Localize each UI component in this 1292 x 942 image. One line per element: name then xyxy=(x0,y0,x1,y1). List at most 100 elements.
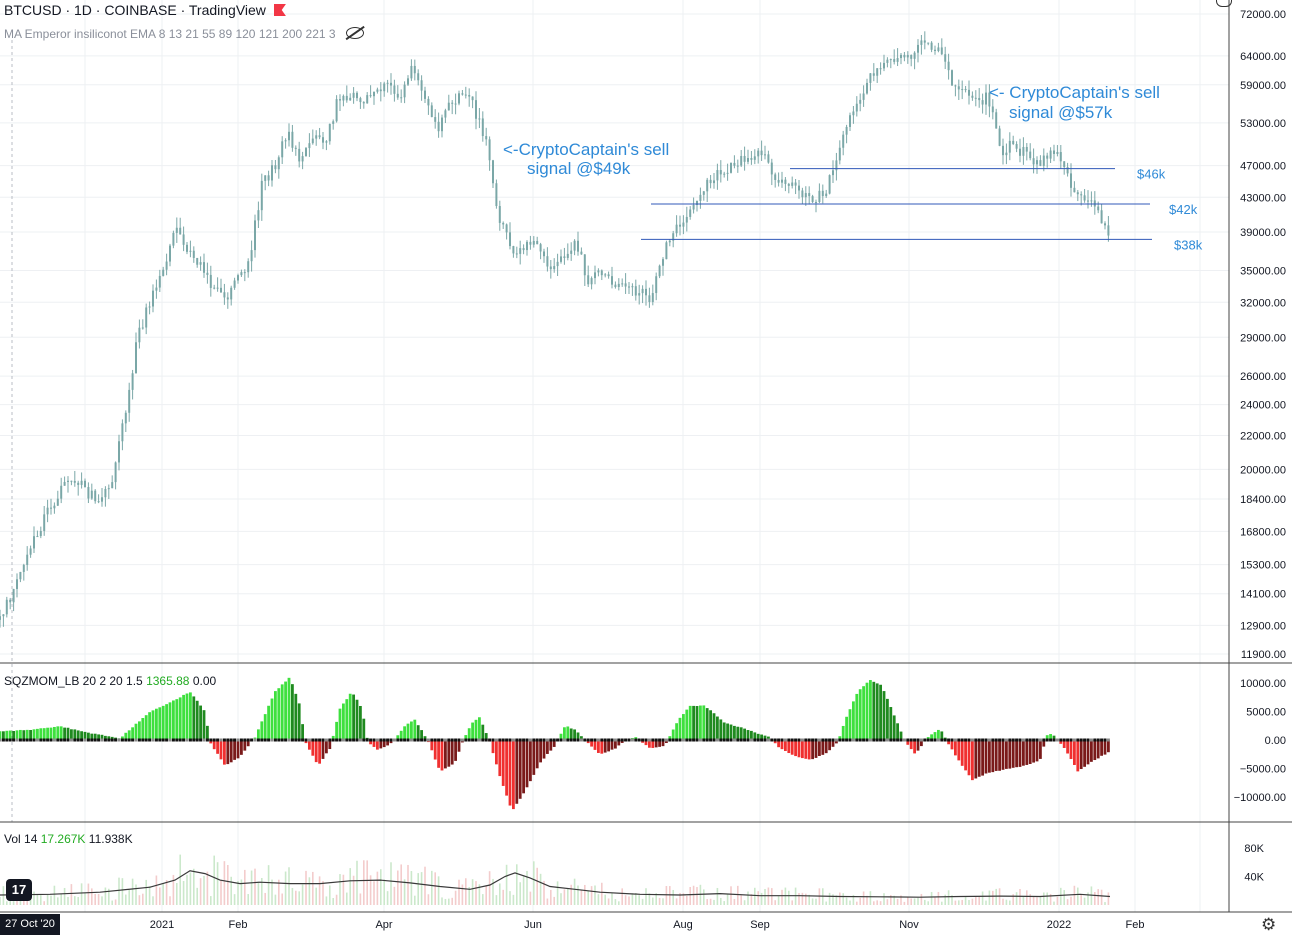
sqz-dot xyxy=(195,738,199,742)
candle-body xyxy=(1100,210,1103,224)
sqz-dot xyxy=(1066,738,1070,742)
sqz-bar xyxy=(447,740,451,767)
candle-body xyxy=(328,123,331,142)
candle-body xyxy=(1019,148,1021,156)
sqz-bar xyxy=(899,731,903,740)
candle-body xyxy=(515,253,518,255)
candle-body xyxy=(36,536,39,538)
candle-body xyxy=(264,175,267,181)
x-tick-0: 2021 xyxy=(150,919,174,931)
candle-body xyxy=(315,135,318,139)
sqz-dot xyxy=(22,738,26,742)
sqz-dot xyxy=(919,738,923,742)
sqz-dot xyxy=(899,738,903,742)
sqz-bar xyxy=(563,727,566,740)
sqz-dot xyxy=(1086,738,1090,742)
sqz-bar xyxy=(801,740,804,759)
candle-body xyxy=(1005,152,1008,156)
sqz-dot xyxy=(933,738,937,742)
sqz-bar xyxy=(212,740,216,750)
price-tick-11: 24000.00 xyxy=(1240,400,1286,412)
price-tick-6: 39000.00 xyxy=(1240,227,1286,239)
sqz-bar xyxy=(372,740,376,747)
candle-body xyxy=(934,49,936,52)
sqz-bar xyxy=(138,721,141,740)
candle-body xyxy=(243,272,246,274)
candle-body xyxy=(927,42,930,44)
sqz-dot xyxy=(828,738,832,742)
sqz-dot xyxy=(1076,738,1080,742)
sqz-dot xyxy=(8,738,12,742)
sqz-dot xyxy=(851,738,855,742)
sqz-dot xyxy=(624,738,628,742)
sqz-dot xyxy=(148,738,152,742)
x-tick-6: Nov xyxy=(899,919,919,931)
candle-body xyxy=(407,78,409,85)
sqz-bar xyxy=(950,740,954,750)
sqz-dot xyxy=(69,738,73,742)
sqz-dot xyxy=(226,738,230,742)
sqz-dot xyxy=(885,738,889,742)
candle-body xyxy=(1008,140,1011,153)
candle-body xyxy=(709,179,712,184)
sqz-dot xyxy=(1,738,5,742)
candle-body xyxy=(29,548,32,555)
sqz-dot xyxy=(573,738,577,742)
sqz-bar xyxy=(308,740,311,750)
candle-body xyxy=(760,150,763,156)
candle-body xyxy=(645,288,647,296)
candle-body xyxy=(1032,158,1035,165)
sqz-bar xyxy=(716,716,719,740)
sqz-dot xyxy=(712,738,716,742)
sqz-dot xyxy=(253,738,257,742)
sqz-bar xyxy=(478,717,481,740)
sqz-dot xyxy=(749,738,753,742)
sqz-bar xyxy=(1001,740,1005,770)
sqz-dot xyxy=(709,738,713,742)
sqz-dot xyxy=(1001,738,1005,742)
candle-body xyxy=(951,70,953,86)
sqz-bar xyxy=(593,740,597,750)
sqz-dot xyxy=(477,738,481,742)
sqz-bar xyxy=(63,727,66,740)
eye-hidden-icon[interactable] xyxy=(345,27,364,39)
gear-icon[interactable]: ⚙ xyxy=(1261,915,1277,934)
candle-body xyxy=(556,261,559,267)
sqz-bar xyxy=(233,740,236,760)
price-tick-19: 11900.00 xyxy=(1241,649,1286,661)
sqz-dot xyxy=(756,738,760,742)
candle-body xyxy=(172,232,175,246)
tradingview-logo[interactable]: 17 xyxy=(6,879,32,901)
sqz-dot xyxy=(219,738,223,742)
candle-body xyxy=(121,423,124,442)
sqz-bar xyxy=(423,736,427,740)
x-tick-7: 2022 xyxy=(1047,919,1071,931)
sqz-dot xyxy=(845,738,849,742)
sqz-bar xyxy=(668,736,672,740)
candle-body xyxy=(376,89,379,92)
sqz-bar xyxy=(648,740,651,748)
sqz-bar xyxy=(695,706,699,740)
price-tick-18: 12900.00 xyxy=(1240,620,1286,632)
sqz-dot xyxy=(862,738,866,742)
sqz-dot xyxy=(896,738,900,742)
sqz-dot xyxy=(800,738,804,742)
sqz-dot xyxy=(107,738,111,742)
candle-body xyxy=(430,105,433,118)
sqz-dot xyxy=(923,738,927,742)
sqz-bar xyxy=(532,740,536,775)
sqz-bar xyxy=(1028,740,1032,764)
flag-icon[interactable] xyxy=(273,4,286,16)
sqz-bar xyxy=(685,709,689,740)
sqz-dot xyxy=(702,738,706,742)
x-tick-5: Sep xyxy=(750,919,770,931)
sqz-bar xyxy=(464,735,468,740)
sqz-bar xyxy=(209,740,213,744)
sqz-bar xyxy=(29,730,32,740)
candle-body xyxy=(454,103,457,105)
sqz-dot xyxy=(372,738,376,742)
sqz-bar xyxy=(46,727,49,740)
sqz-bar xyxy=(1032,740,1035,763)
candle-body xyxy=(56,498,59,506)
